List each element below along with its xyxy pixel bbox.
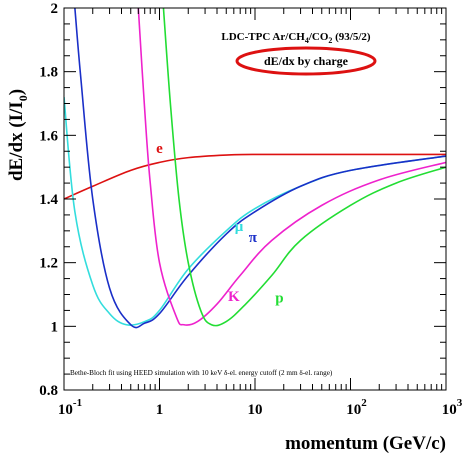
series-line-2 xyxy=(74,8,446,329)
x-tick-label: 10-1 xyxy=(58,397,82,418)
axes: 0.8 1 1.2 1.4 1.6 1.8 2 10-1 1 10 102 103 xyxy=(39,1,463,418)
y-tick-label: 2 xyxy=(51,1,59,17)
chart-title: LDC-TPC Ar/CH4/CO2 (93/5/2) xyxy=(221,31,371,45)
y-tick-label: 1 xyxy=(51,319,59,335)
y-tick-label: 0.8 xyxy=(39,383,58,399)
x-tick-label: 1 xyxy=(156,402,164,418)
series-label: K xyxy=(228,289,240,305)
y-tick-label: 1.6 xyxy=(39,128,58,144)
chart-note: Bethe-Bloch fit using HEED simulation wi… xyxy=(70,369,333,377)
y-tick-label: 1.4 xyxy=(39,192,58,208)
chart-subtitle: dE/dx by charge xyxy=(264,54,349,68)
series-line-3 xyxy=(137,8,446,326)
series-line-0 xyxy=(64,153,446,200)
series-labels: e μπ K p xyxy=(156,141,283,307)
x-tick-label: 10 xyxy=(248,402,263,418)
y-axis-title: dE/dx (I/I0) xyxy=(6,89,30,181)
series-line-4 xyxy=(162,8,446,327)
series-label: e xyxy=(156,141,163,157)
subtitle-highlight-ellipse xyxy=(235,46,377,76)
plot-area xyxy=(64,8,446,329)
y-tick-label: 1.2 xyxy=(39,256,58,272)
y-tick-label: 1.8 xyxy=(39,65,58,81)
x-tick-label: 102 xyxy=(346,397,367,418)
series-label: μ xyxy=(235,219,244,235)
x-axis-title: momentum (GeV/c) xyxy=(285,433,446,454)
series-label: π xyxy=(249,230,258,246)
x-tick-label: 103 xyxy=(442,397,463,418)
series-label: p xyxy=(275,290,283,306)
